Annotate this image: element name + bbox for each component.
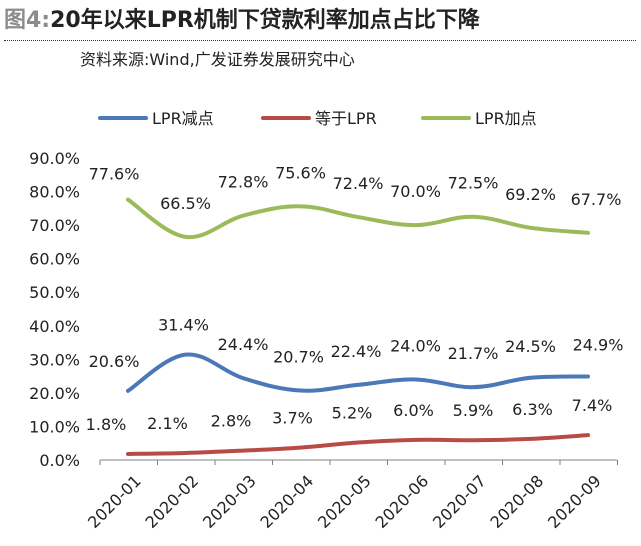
legend-item-lpr-plus-label: LPR加点 [475, 109, 537, 128]
data-label: 5.9% [453, 401, 494, 420]
legend: LPR减点 等于LPR LPR加点 [98, 109, 537, 128]
x-tick-label: 2020-06 [372, 471, 433, 532]
data-label: 7.4% [572, 396, 613, 415]
y-tick-label: 20.0% [29, 384, 80, 403]
data-label: 24.4% [218, 335, 269, 354]
series-group [126, 197, 590, 456]
y-axis: 0.0% 10.0% 20.0% 30.0% 40.0% 50.0% 60.0% 70.0% 8… [29, 149, 80, 470]
series-line-lpr-plus [126, 197, 590, 240]
data-label: 6.3% [512, 400, 553, 419]
data-label: 72.8% [218, 173, 269, 192]
data-label: 72.4% [333, 174, 384, 193]
data-label: 2.8% [211, 412, 252, 431]
x-tick-label: 2020-05 [314, 471, 375, 532]
y-tick-label: 0.0% [39, 451, 80, 470]
data-label: 20.7% [273, 348, 324, 367]
data-label: 72.5% [448, 174, 499, 193]
series-line-lpr-minus [126, 352, 590, 393]
data-label: 66.5% [160, 194, 211, 213]
data-label: 6.0% [393, 401, 434, 420]
y-tick-label: 90.0% [29, 149, 80, 168]
x-tick-label: 2020-04 [257, 471, 318, 532]
data-label: 77.6% [89, 165, 140, 184]
data-label: 24.5% [505, 337, 556, 356]
data-label: 1.8% [86, 415, 127, 434]
data-label: 69.2% [505, 185, 556, 204]
y-tick-label: 60.0% [29, 250, 80, 269]
x-tick-label: 2020-03 [199, 471, 260, 532]
x-axis: 2020-012020-022020-032020-042020-052020-… [84, 459, 618, 532]
y-tick-label: 80.0% [29, 183, 80, 202]
data-label: 21.7% [448, 344, 499, 363]
data-label: 31.4% [158, 316, 209, 335]
data-label: 20.6% [89, 352, 140, 371]
data-label: 24.0% [390, 336, 441, 355]
data-labels: 20.6% 31.4% 24.4%20.7% 22.4% 24.0% 21.7% 24.5%… [86, 163, 624, 434]
data-label: 3.7% [272, 409, 313, 428]
data-label: 75.6% [275, 163, 326, 182]
x-tick-label: 2020-07 [429, 471, 490, 532]
x-tick-label: 2020-08 [487, 471, 548, 532]
y-tick-label: 70.0% [29, 216, 80, 235]
data-label: 5.2% [332, 404, 373, 423]
series-line-equal-lpr [126, 433, 590, 456]
source-note: 资料来源:Wind,广发证券发展研究中心 [80, 50, 355, 69]
data-label: 2.1% [147, 414, 188, 433]
y-tick-label: 10.0% [29, 417, 80, 436]
data-label: 24.9% [573, 335, 624, 354]
data-label: 70.0% [390, 182, 441, 201]
y-tick-label: 30.0% [29, 350, 80, 369]
chart-title: 图4:20年以来LPR机制下贷款利率加点占比下降 [4, 4, 636, 38]
legend-item-equal-lpr-label: 等于LPR [315, 109, 377, 128]
data-label: 22.4% [331, 342, 382, 361]
x-tick-label: 2020-02 [142, 471, 203, 532]
y-tick-label: 50.0% [29, 283, 80, 302]
y-tick-label: 40.0% [29, 317, 80, 336]
title-text: 20年以来LPR机制下贷款利率加点占比下降 [50, 8, 480, 33]
x-tick-label: 2020-09 [544, 471, 605, 532]
figure-label: 图4: [4, 8, 51, 33]
legend-item-lpr-minus-label: LPR减点 [152, 109, 214, 128]
data-label: 67.7% [571, 190, 622, 209]
title-divider [4, 40, 636, 41]
x-tick-label: 2020-01 [84, 471, 145, 532]
